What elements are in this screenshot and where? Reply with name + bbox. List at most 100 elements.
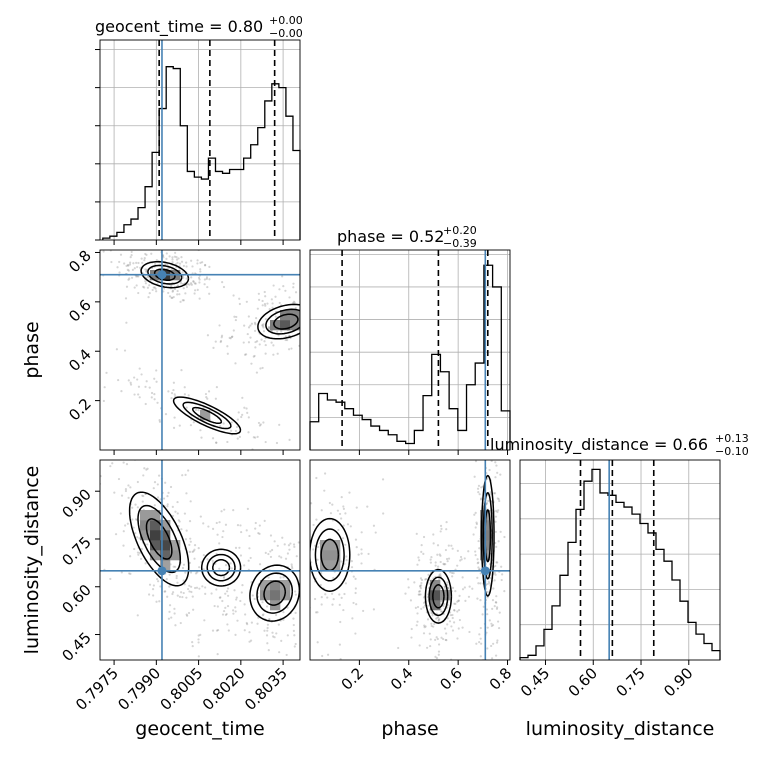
scatter-point [315, 476, 318, 480]
scatter-point [274, 552, 276, 554]
scatter-point [133, 267, 136, 270]
scatter-point [175, 574, 178, 578]
scatter-point [423, 626, 426, 629]
scatter-point [495, 641, 499, 644]
scatter-point [171, 505, 174, 508]
scatter-point [306, 651, 308, 653]
scatter-point [251, 594, 254, 597]
x-tick-label: 0.90 [660, 664, 696, 700]
scatter-point [414, 606, 417, 609]
scatter-point [415, 624, 418, 627]
scatter-point [114, 533, 118, 536]
scatter-point [158, 419, 161, 422]
scatter-point [109, 465, 112, 468]
scatter-point [177, 257, 180, 260]
scatter-point [192, 280, 195, 283]
scatter-point [136, 275, 139, 278]
scatter-point [332, 576, 335, 580]
scatter-point [278, 288, 281, 291]
scatter-point [493, 492, 497, 495]
scatter-point [172, 295, 175, 299]
scatter-point [137, 385, 141, 388]
scatter-point [226, 587, 230, 590]
scatter-point [381, 478, 385, 481]
scatter-point [146, 276, 150, 279]
scatter-point [322, 288, 324, 290]
scatter-point [218, 521, 221, 524]
scatter-point [188, 550, 192, 553]
scatter-point [477, 582, 480, 585]
scatter-point [334, 290, 336, 292]
scatter-point [247, 326, 251, 329]
scatter-point [64, 251, 66, 253]
scatter-point [249, 556, 252, 560]
scatter-point [130, 276, 134, 279]
contours [140, 260, 300, 435]
scatter-point [342, 507, 345, 510]
scatter-point [446, 623, 449, 626]
scatter-point [430, 612, 433, 615]
scatter-point [179, 300, 182, 303]
scatter-point [279, 491, 281, 493]
contour-line [263, 580, 287, 606]
scatter-point [317, 298, 319, 300]
panel-frame [309, 249, 511, 451]
scatter-point [313, 325, 315, 327]
scatter-point [158, 420, 162, 423]
scatter-point [210, 592, 213, 595]
scatter-point [458, 618, 462, 622]
scatter-point [245, 353, 248, 356]
scatter-point [192, 421, 195, 424]
scatter-point [198, 281, 201, 284]
hist-panel-phase [309, 249, 511, 455]
scatter-point [185, 406, 188, 409]
scatter-point [290, 554, 292, 556]
scatter-point [447, 544, 450, 547]
scatter-point [451, 586, 455, 589]
scatter-point [150, 396, 153, 399]
scatter-point [321, 441, 323, 443]
scatter-point [239, 554, 243, 557]
scatter-point [495, 464, 498, 467]
scatter-point [293, 645, 296, 648]
scatter-point [197, 641, 200, 644]
scatter-point [319, 292, 321, 294]
scatter-point [181, 474, 184, 477]
scatter-point [191, 595, 194, 598]
scatter-point [266, 629, 269, 632]
scatter-point [215, 521, 218, 525]
scatter-point [286, 552, 290, 555]
scatter-point [496, 471, 499, 474]
scatter-point [260, 338, 263, 341]
scatter-point [331, 503, 334, 506]
density-layer [100, 460, 300, 658]
scatter-point [232, 612, 235, 615]
scatter-point [488, 619, 491, 622]
contour-line [145, 518, 173, 560]
scatter-point [294, 307, 297, 310]
scatter-point [216, 628, 220, 632]
density-cell [320, 550, 331, 561]
scatter-point [430, 622, 433, 625]
scatter-point [172, 565, 175, 568]
scatter-point [222, 422, 225, 425]
scatter-point [224, 564, 228, 567]
scatter-point [435, 617, 438, 620]
scatter-point [127, 379, 130, 382]
scatter-point [245, 621, 248, 625]
scatter-point [297, 541, 300, 544]
scatter-point [191, 265, 194, 268]
scatter-point [143, 257, 146, 260]
scatter-point [494, 573, 497, 576]
scatter-point [115, 348, 118, 351]
scatter-point [264, 318, 267, 321]
scatter-point [461, 588, 465, 591]
scatter-point [475, 521, 478, 524]
scatter-point [313, 447, 315, 449]
scatter-point [341, 537, 345, 540]
scatter-point [157, 474, 161, 477]
scatter-point [349, 525, 352, 528]
scatter-point [176, 284, 180, 287]
scatter-point [303, 292, 305, 294]
scatter-point [321, 303, 323, 305]
